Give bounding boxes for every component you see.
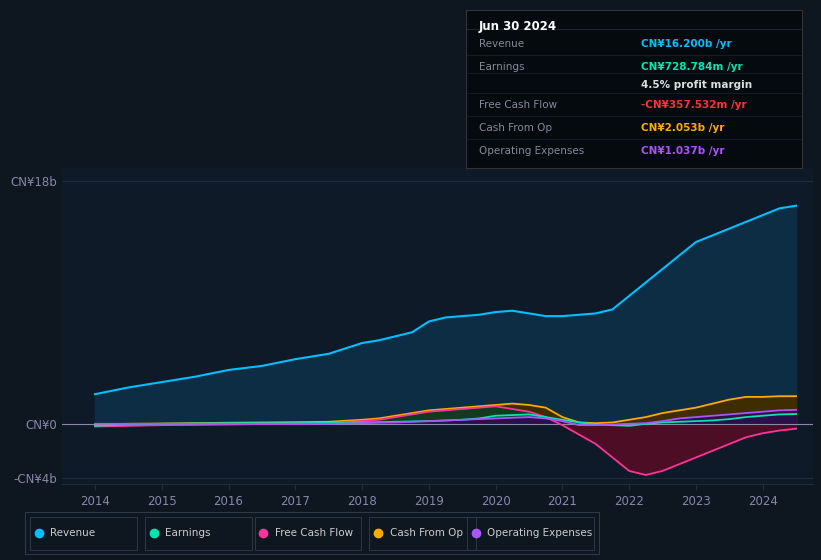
Text: CN¥728.784m /yr: CN¥728.784m /yr	[640, 62, 742, 72]
Text: Free Cash Flow: Free Cash Flow	[275, 529, 353, 538]
Text: Earnings: Earnings	[479, 62, 525, 72]
Text: -CN¥357.532m /yr: -CN¥357.532m /yr	[640, 100, 746, 110]
Text: CN¥16.200b /yr: CN¥16.200b /yr	[640, 39, 732, 49]
Text: Free Cash Flow: Free Cash Flow	[479, 100, 557, 110]
Text: Operating Expenses: Operating Expenses	[479, 146, 585, 156]
Text: Cash From Op: Cash From Op	[479, 123, 552, 133]
Text: Revenue: Revenue	[51, 529, 95, 538]
Text: Jun 30 2024: Jun 30 2024	[479, 20, 557, 32]
Text: Earnings: Earnings	[165, 529, 211, 538]
Text: 4.5% profit margin: 4.5% profit margin	[640, 80, 752, 90]
Text: CN¥1.037b /yr: CN¥1.037b /yr	[640, 146, 724, 156]
Text: Cash From Op: Cash From Op	[389, 529, 462, 538]
Text: Revenue: Revenue	[479, 39, 524, 49]
Text: Operating Expenses: Operating Expenses	[488, 529, 593, 538]
Text: CN¥2.053b /yr: CN¥2.053b /yr	[640, 123, 724, 133]
